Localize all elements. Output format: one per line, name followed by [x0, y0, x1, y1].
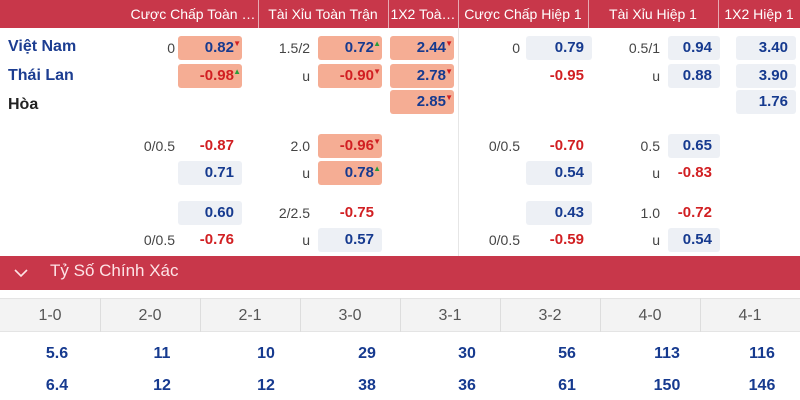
x12-h1-home-odds[interactable]: 3.40 [736, 36, 796, 60]
ou-ft-under-label: u [302, 68, 310, 84]
correct-score-header[interactable]: Tỷ Số Chính Xác [0, 256, 800, 290]
ou-ft-line: 1.5/2 [278, 40, 310, 56]
score-odds[interactable]: 12 [153, 377, 171, 394]
x12-h1-away-odds[interactable]: 3.90 [736, 64, 796, 88]
ah-h1-line-2: 0/0.5 [488, 138, 520, 154]
score-label: 4-1 [738, 307, 762, 324]
ou-h1-under-odds-3[interactable]: 0.54 [668, 228, 720, 252]
score-odds[interactable]: 150 [653, 377, 681, 394]
arrow-down-icon: ▼ [445, 39, 453, 48]
ou-ft-under-odds-3[interactable]: 0.57 [318, 228, 382, 252]
x12-ft-draw-odds[interactable]: 2.85 ▼ [390, 90, 454, 114]
score-odds[interactable]: 12 [257, 377, 275, 394]
ou-ft-line-2: 2.0 [290, 138, 310, 154]
correct-score-title: Tỷ Số Chính Xác [50, 261, 179, 280]
score-label: 3-2 [538, 307, 562, 324]
ou-ft-under-odds[interactable]: -0.90 ▼ [318, 64, 382, 88]
score-odds[interactable]: 116 [749, 345, 775, 362]
half-divider [458, 28, 459, 256]
ah-ft-home-odds-3[interactable]: 0.60 [178, 201, 242, 225]
score-odds[interactable]: 56 [558, 345, 576, 362]
header-over-under-full[interactable]: Tài Xỉu Toàn Trận [268, 6, 378, 22]
ou-h1-under-odds[interactable]: 0.88 [668, 64, 720, 88]
chevron-down-icon[interactable] [12, 264, 30, 282]
ou-h1-under-label-3: u [652, 232, 660, 248]
score-label: 1-0 [38, 307, 62, 324]
ah-ft-line-2: 0/0.5 [143, 138, 175, 154]
arrow-down-icon: ▼ [373, 137, 381, 146]
ah-ft-line: 0 [167, 40, 175, 56]
x12-ft-away-odds[interactable]: 2.78 ▼ [390, 64, 454, 88]
arrow-up-icon: ▲ [373, 39, 381, 48]
header-over-under-h1[interactable]: Tài Xỉu Hiệp 1 [609, 6, 697, 22]
ou-h1-over-odds-3[interactable]: -0.72 [677, 204, 712, 221]
arrow-down-icon: ▼ [445, 67, 453, 76]
ah-ft-line-3: 0/0.5 [143, 232, 175, 248]
score-odds[interactable]: 6.4 [45, 377, 69, 394]
ou-h1-line-3: 1.0 [640, 205, 660, 221]
team-home: Việt Nam [8, 38, 77, 55]
x12-ft-home-odds[interactable]: 2.44 ▼ [390, 36, 454, 60]
ah-ft-home-odds[interactable]: 0.82 ▼ [178, 36, 242, 60]
score-odds[interactable]: 38 [358, 377, 376, 394]
score-label: 3-0 [338, 307, 362, 324]
ah-ft-away-odds-2[interactable]: 0.71 [178, 161, 242, 185]
ou-h1-line: 0.5/1 [628, 40, 660, 56]
score-label: 3-1 [438, 307, 462, 324]
score-odds[interactable]: 30 [458, 345, 476, 362]
score-odds[interactable]: 5.6 [45, 345, 69, 362]
ah-h1-home-odds-2[interactable]: -0.70 [549, 137, 584, 154]
ou-h1-over-odds[interactable]: 0.94 [668, 36, 720, 60]
ou-ft-under-label-2: u [302, 165, 310, 181]
ou-ft-over-odds[interactable]: 0.72 ▲ [318, 36, 382, 60]
ou-h1-under-odds-2[interactable]: -0.83 [677, 164, 712, 181]
arrow-down-icon: ▼ [373, 67, 381, 76]
ah-h1-line: 0 [512, 40, 520, 56]
ah-h1-away-odds-3[interactable]: -0.59 [549, 231, 584, 248]
arrow-up-icon: ▲ [233, 67, 241, 76]
ou-ft-line-3: 2/2.5 [278, 205, 310, 221]
ah-h1-line-3: 0/0.5 [488, 232, 520, 248]
ah-ft-away-odds-3[interactable]: -0.76 [199, 231, 234, 248]
header-1x2-h1[interactable]: 1X2 Hiệp 1 [724, 6, 794, 22]
ou-h1-under-label: u [652, 68, 660, 84]
ah-h1-away-odds[interactable]: -0.95 [549, 67, 584, 84]
score-odds[interactable]: 61 [558, 377, 576, 394]
score-odds[interactable]: 146 [748, 377, 776, 394]
header-asian-handicap-h1[interactable]: Cược Chấp Hiệp 1 [464, 6, 582, 22]
ou-h1-over-odds-2[interactable]: 0.65 [668, 134, 720, 158]
ou-h1-under-label-2: u [652, 165, 660, 181]
ou-h1-line-2: 0.5 [640, 138, 660, 154]
header-1x2-full[interactable]: 1X2 Toà… [390, 6, 456, 22]
header-asian-handicap-full[interactable]: Cược Chấp Toàn … [130, 6, 256, 22]
ou-ft-over-odds-2[interactable]: -0.96 ▼ [318, 134, 382, 158]
score-odds[interactable]: 10 [257, 345, 275, 362]
ou-ft-under-label-3: u [302, 232, 310, 248]
arrow-down-icon: ▼ [233, 39, 241, 48]
ou-ft-over-odds-3[interactable]: -0.75 [339, 204, 374, 221]
score-label: 4-0 [638, 307, 662, 324]
ah-h1-home-odds[interactable]: 0.79 [526, 36, 592, 60]
ah-ft-away-odds[interactable]: -0.98 ▲ [178, 64, 242, 88]
arrow-up-icon: ▲ [373, 164, 381, 173]
score-odds[interactable]: 36 [458, 377, 476, 394]
team-draw: Hòa [8, 96, 39, 113]
ah-h1-home-odds-3[interactable]: 0.43 [526, 201, 592, 225]
ou-ft-under-odds-2[interactable]: 0.78 ▲ [318, 161, 382, 185]
score-odds[interactable]: 11 [153, 345, 171, 362]
ah-ft-home-odds-2[interactable]: -0.87 [199, 137, 234, 154]
odds-table-header: Cược Chấp Toàn … Tài Xỉu Toàn Trận 1X2 T… [0, 0, 800, 28]
score-label: 2-0 [138, 307, 162, 324]
score-label: 2-1 [238, 307, 262, 324]
team-away: Thái Lan [8, 67, 74, 84]
score-odds[interactable]: 29 [358, 345, 376, 362]
ah-h1-away-odds-2[interactable]: 0.54 [526, 161, 592, 185]
score-odds[interactable]: 113 [654, 345, 680, 362]
arrow-down-icon: ▼ [445, 93, 453, 102]
x12-h1-draw-odds[interactable]: 1.76 [736, 90, 796, 114]
